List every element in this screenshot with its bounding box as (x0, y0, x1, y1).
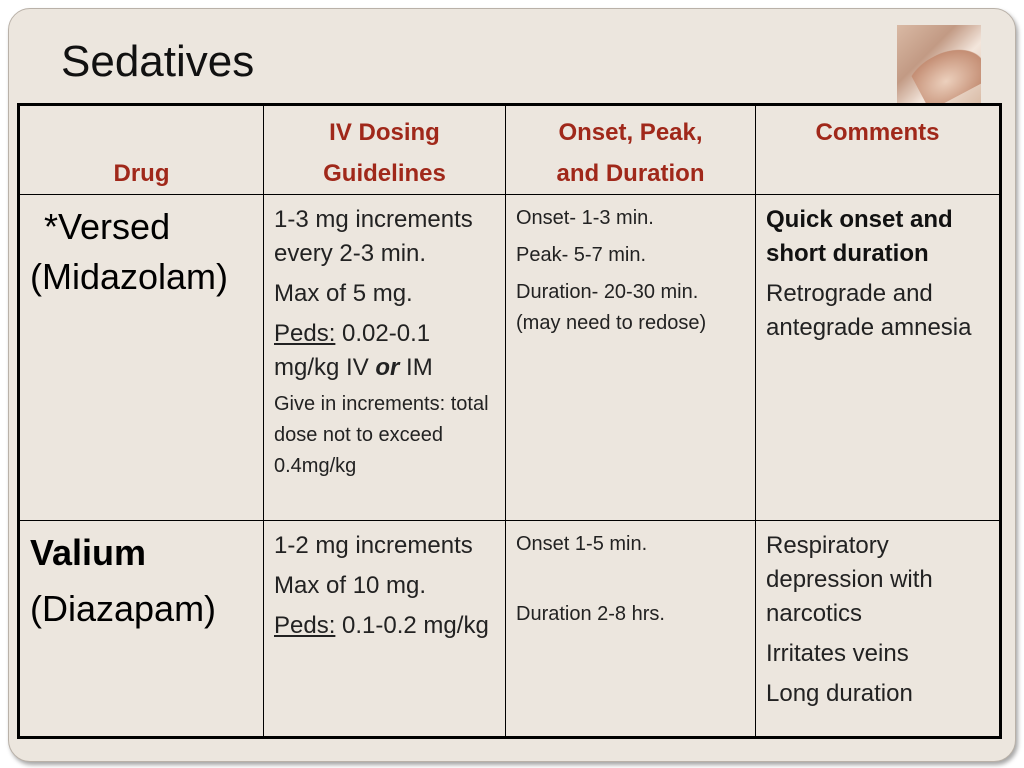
comment-veins: Irritates veins (766, 640, 909, 667)
comment-bold: Quick onset and short duration (766, 206, 953, 267)
timing-cell-valium: Onset 1-5 min. Duration 2-8 hrs. (505, 520, 756, 738)
comments-cell-versed: Quick onset and short duration Retrograd… (755, 194, 1001, 521)
dosing-max: Max of 5 mg. (274, 280, 413, 307)
slide-title: Sedatives (61, 37, 255, 86)
dosing-note: Give in increments: total dose not to ex… (274, 393, 489, 477)
timing-duration: Duration 2-8 hrs. (516, 603, 665, 625)
header-onset: Onset, Peak, and Duration (505, 104, 756, 195)
dosing-peds: Peds: 0.1-0.2 mg/kg (274, 612, 489, 639)
table-row-versed: *Versed (Midazolam) 1-3 mg increments ev… (18, 194, 1001, 521)
comment-amnesia: Retrograde and antegrade amnesia (766, 280, 972, 341)
drug-cell-valium: Valium (Diazapam) (18, 520, 264, 738)
dosing-increments: 1-2 mg increments (274, 532, 473, 559)
header-row: Drug IV Dosing Guidelines Onset, Peak, and… (18, 104, 1001, 195)
timing-onset: Onset 1-5 min. (516, 533, 648, 555)
table-row-valium: Valium (Diazapam) 1-2 mg increments Max … (18, 520, 1001, 738)
header-drug: Drug (18, 104, 264, 195)
header-dosing: IV Dosing Guidelines (263, 104, 506, 195)
timing-cell-versed: Onset- 1-3 min. Peak- 5-7 min. Duration-… (505, 194, 756, 521)
dosing-cell-valium: 1-2 mg increments Max of 10 mg. Peds: 0.… (263, 520, 506, 738)
sedatives-table: Drug IV Dosing Guidelines Onset, Peak, and… (17, 103, 1002, 739)
photo-thumbnail (897, 25, 981, 109)
comment-respiratory: Respiratory depression with narcotics (766, 532, 933, 627)
photo-shape (908, 37, 981, 109)
drug-generic: (Midazolam) (30, 256, 229, 297)
timing-duration: Duration- 20-30 min. (may need to redose… (516, 281, 707, 334)
dosing-increments: 1-3 mg increments every 2-3 min. (274, 206, 473, 267)
comment-long: Long duration (766, 680, 913, 707)
comments-cell-valium: Respiratory depression with narcotics Ir… (755, 520, 1001, 738)
timing-onset: Onset- 1-3 min. (516, 207, 654, 229)
drug-name: *Versed (44, 206, 171, 247)
drug-name: Valium (30, 532, 147, 573)
drug-generic: (Diazapam) (30, 588, 217, 629)
dosing-peds: Peds: 0.02-0.1 mg/kg IV or IM (274, 320, 433, 381)
header-comments: Comments (755, 104, 1001, 195)
timing-peak: Peak- 5-7 min. (516, 244, 647, 266)
dosing-max: Max of 10 mg. (274, 572, 427, 599)
dosing-cell-versed: 1-3 mg increments every 2-3 min. Max of … (263, 194, 506, 521)
drug-cell-versed: *Versed (Midazolam) (18, 194, 264, 521)
